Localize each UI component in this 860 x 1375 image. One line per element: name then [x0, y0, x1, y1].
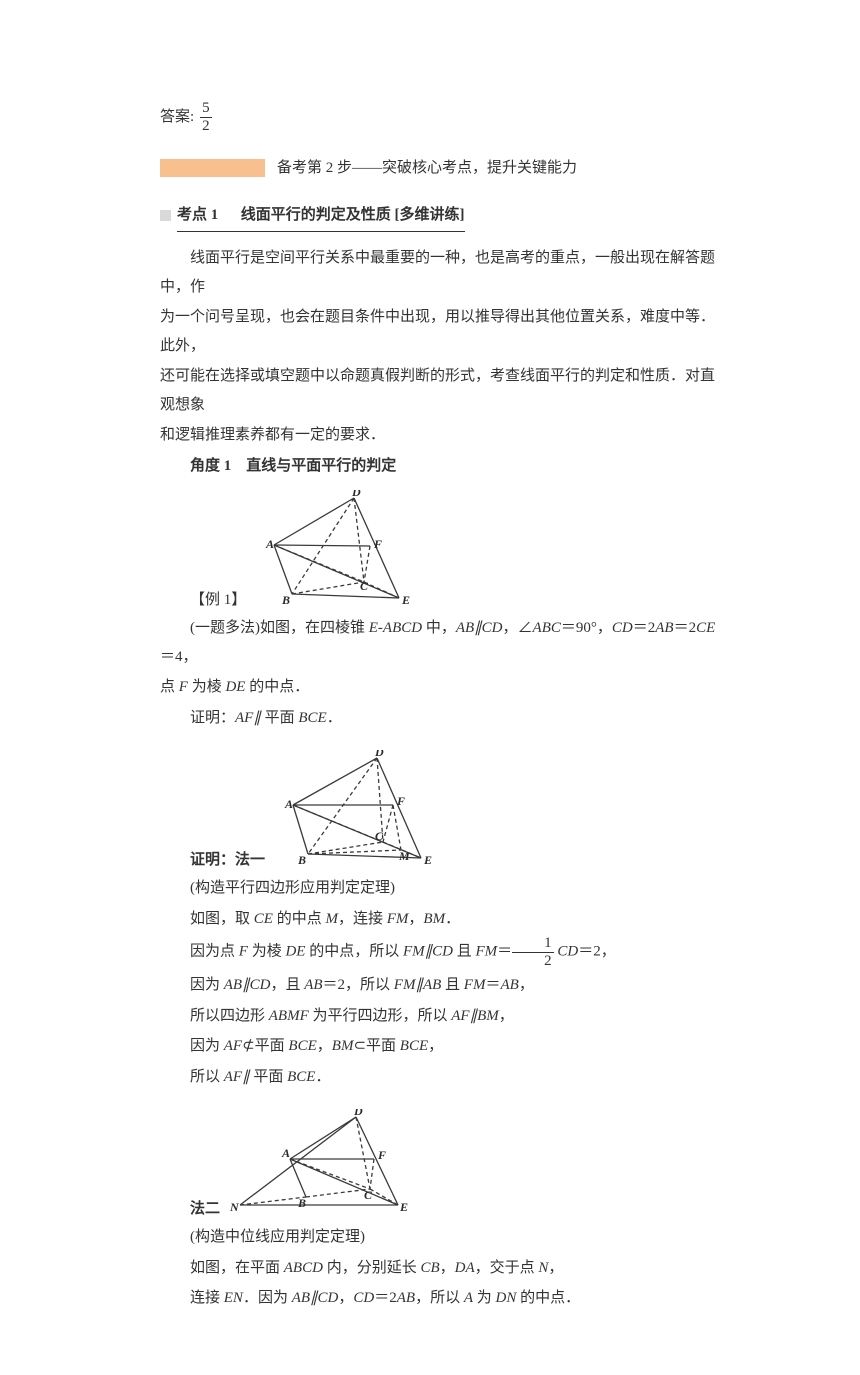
svg-text:A: A [265, 537, 274, 551]
intro-p3: 还可能在选择或填空题中以命题真假判断的形式，考查线面平行的判定和性质．对直观想象 [160, 362, 720, 419]
svg-text:C: C [360, 579, 369, 593]
kaodian-marker [160, 210, 171, 221]
intro-p4: 和逻辑推理素养都有一定的要求． [160, 421, 720, 450]
method1-title: 证明：法一 [190, 846, 265, 875]
section-highlight [160, 159, 265, 177]
example-label: 【例 1】 [190, 586, 246, 615]
svg-text:F: F [373, 537, 382, 551]
problem-p2: 点 F 为棱 DE 的中点． [160, 673, 720, 702]
kaodian-header: 考点 1 线面平行的判定及性质 [多维讲练] [160, 201, 720, 233]
page: 答案: 5 2 备考第 2 步——突破核心考点，提升关键能力 考点 1 线面平行… [0, 0, 860, 1375]
figure-1-row: 【例 1】 [160, 482, 720, 614]
svg-text:D: D [351, 490, 361, 499]
frac-num: 5 [200, 100, 212, 118]
m2-l2: 如图，在平面 ABCD 内，分别延长 CB，DA，交于点 N， [160, 1254, 720, 1283]
svg-text:F: F [377, 1148, 386, 1162]
figure-2-row: 证明：法一 [160, 742, 720, 874]
m2-l1: (构造中位线应用判定定理) [160, 1223, 720, 1252]
figure-3-row: 法二 [160, 1101, 720, 1223]
m1-l1: (构造平行四边形应用判定定理) [160, 874, 720, 903]
frac-den: 2 [200, 118, 212, 135]
svg-text:B: B [297, 853, 306, 867]
kaodian-text: 考点 1 线面平行的判定及性质 [多维讲练] [177, 201, 465, 233]
svg-text:N: N [229, 1200, 240, 1214]
problem-p3: 证明：AF∥ 平面 BCE． [160, 704, 720, 733]
svg-text:C: C [375, 829, 384, 843]
svg-text:A: A [284, 797, 293, 811]
answer-line: 答案: 5 2 [160, 100, 720, 134]
svg-text:E: E [399, 1200, 408, 1214]
svg-text:E: E [401, 593, 410, 607]
m2-l3: 连接 EN．因为 AB∥CD，CD＝2AB，所以 A 为 DN 的中点． [160, 1284, 720, 1313]
m1-l4: 因为 AB∥CD，且 AB＝2，所以 FM∥AB 且 FM＝AB， [160, 971, 720, 1000]
svg-text:C: C [364, 1188, 373, 1202]
kaodian-tag: [多维讲练] [395, 207, 465, 223]
kaodian-title: 线面平行的判定及性质 [241, 207, 391, 223]
answer-fraction: 5 2 [200, 100, 212, 134]
method2-title: 法二 [190, 1195, 220, 1224]
m1-l3: 因为点 F 为棱 DE 的中点，所以 FM∥CD 且 FM＝12 CD＝2， [160, 935, 720, 969]
answer-label: 答案: [160, 103, 194, 132]
angle-title: 角度 1 直线与平面平行的判定 [160, 452, 720, 481]
svg-text:E: E [423, 853, 432, 867]
m1-l6: 因为 AF⊄平面 BCE，BM⊂平面 BCE， [160, 1032, 720, 1061]
svg-text:F: F [396, 794, 405, 808]
svg-text:B: B [281, 593, 290, 607]
intro-p2: 为一个问号呈现，也会在题目条件中出现，用以推导得出其他位置关系，难度中等．此外， [160, 303, 720, 360]
svg-text:D: D [374, 750, 384, 759]
kaodian-num: 考点 1 [177, 207, 218, 223]
figure-1: A B C E D F [254, 490, 424, 610]
problem-p1: (一题多法)如图，在四棱锥 E-ABCD 中，AB∥CD，∠ABC＝90°，CD… [160, 614, 720, 671]
svg-text:A: A [281, 1146, 290, 1160]
intro-p1: 线面平行是空间平行关系中最重要的一种，也是高考的重点，一般出现在解答题中，作 [160, 244, 720, 301]
m1-l5: 所以四边形 ABMF 为平行四边形，所以 AF∥BM， [160, 1002, 720, 1031]
figure-2: A B C E D F M [273, 750, 448, 870]
section-bar: 备考第 2 步——突破核心考点，提升关键能力 [160, 154, 720, 183]
frac-half: 12 [512, 935, 554, 969]
m1-l2: 如图，取 CE 的中点 M，连接 FM，BM． [160, 905, 720, 934]
section-title: 备考第 2 步——突破核心考点，提升关键能力 [277, 154, 577, 183]
m1-l7: 所以 AF∥ 平面 BCE． [160, 1063, 720, 1092]
svg-text:B: B [297, 1196, 306, 1210]
figure-3: N A B C E D F [228, 1109, 428, 1219]
svg-text:M: M [398, 849, 410, 863]
svg-text:D: D [353, 1109, 363, 1118]
